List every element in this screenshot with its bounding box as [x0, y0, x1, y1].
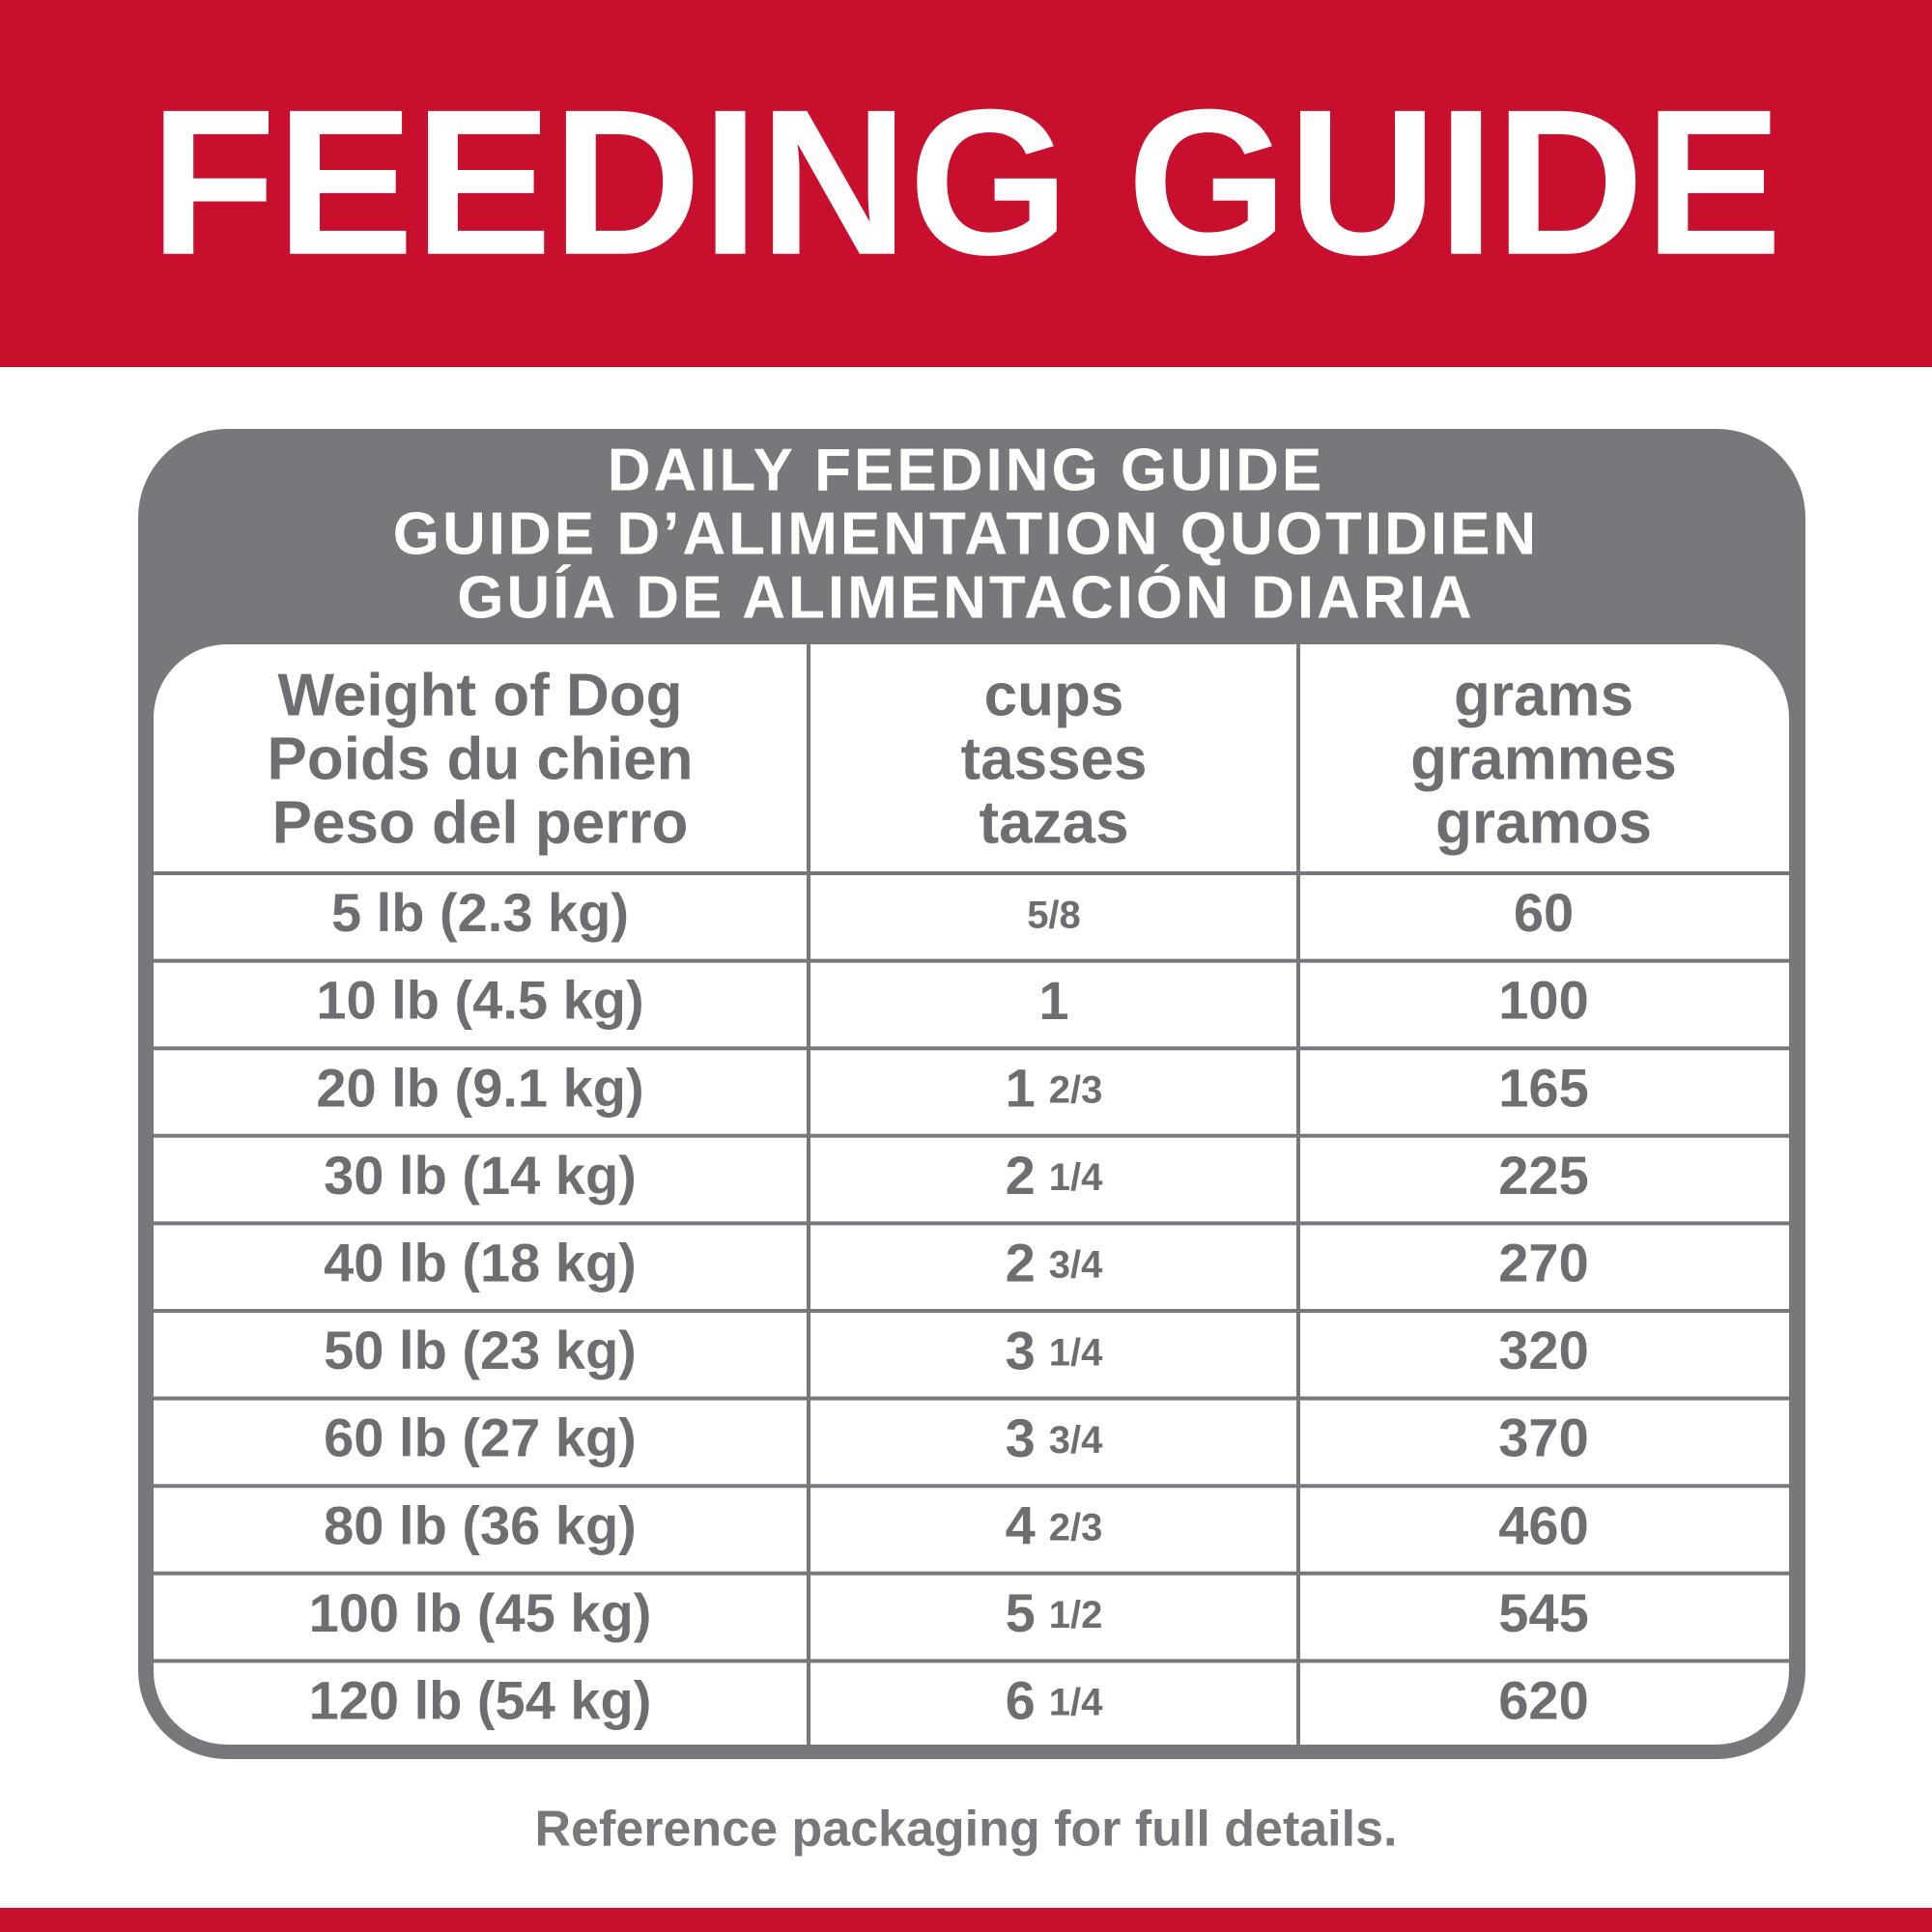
cups-whole: 2: [1006, 1232, 1036, 1293]
cups-cell: 5 1/2: [1006, 1582, 1103, 1643]
column-header: tasses: [960, 725, 1147, 792]
footer-band: [0, 1908, 1932, 1932]
grams-cell: 460: [1498, 1494, 1588, 1555]
cups-fraction: 2/3: [1049, 1068, 1103, 1111]
column-header: Poids du chien: [268, 725, 694, 792]
cups-whole: 1: [1038, 970, 1068, 1031]
cups-cell: 5/8: [1027, 894, 1081, 936]
column-header: grams: [1454, 662, 1634, 728]
column-header: tazas: [979, 789, 1128, 856]
cups-whole: 4: [1006, 1494, 1036, 1555]
cups-cell: 2 1/4: [1006, 1145, 1104, 1206]
weight-cell: 100 lb (45 kg): [309, 1582, 652, 1643]
weight-cell: 20 lb (9.1 kg): [316, 1057, 643, 1118]
cups-whole: 3: [1006, 1320, 1036, 1380]
cups-whole: 1: [1006, 1057, 1036, 1118]
grams-cell: 165: [1498, 1057, 1588, 1118]
cups-whole: 6: [1006, 1669, 1036, 1730]
cups-whole: 5: [1006, 1582, 1036, 1643]
grams-cell: 545: [1498, 1582, 1588, 1643]
column-header: Weight of Dog: [278, 662, 683, 728]
header-band: [0, 0, 1932, 367]
table-title: DAILY FEEDING GUIDE: [608, 437, 1325, 503]
cups-cell: 1 2/3: [1006, 1057, 1103, 1118]
grams-cell: 225: [1498, 1145, 1588, 1206]
cups-cell: 2 3/4: [1006, 1232, 1104, 1293]
cups-cell: 3 3/4: [1006, 1407, 1104, 1468]
cups-fraction: 5/8: [1027, 894, 1081, 936]
weight-cell: 60 lb (27 kg): [324, 1407, 637, 1468]
footer-note: Reference packaging for full details.: [535, 1802, 1398, 1858]
grams-cell: 370: [1498, 1407, 1588, 1468]
cups-cell: 1: [1038, 970, 1068, 1031]
cups-fraction: 3/4: [1049, 1243, 1103, 1286]
table-title: GUIDE D’ALIMENTATION QUOTIDIEN: [393, 500, 1539, 567]
column-header: Peso del perro: [272, 789, 689, 856]
weight-cell: 10 lb (4.5 kg): [316, 970, 643, 1031]
cups-fraction: 2/3: [1049, 1506, 1103, 1548]
header-title: FEEDING GUIDE: [150, 66, 1782, 298]
cups-whole: 2: [1006, 1145, 1036, 1206]
cups-fraction: 1/4: [1049, 1156, 1103, 1199]
cups-fraction: 1/4: [1049, 1331, 1103, 1374]
column-header: gramos: [1435, 789, 1652, 856]
cups-cell: 6 1/4: [1006, 1669, 1104, 1730]
weight-cell: 30 lb (14 kg): [324, 1145, 637, 1206]
grams-cell: 270: [1498, 1232, 1588, 1293]
weight-cell: 5 lb (2.3 kg): [331, 882, 629, 943]
cups-fraction: 1/2: [1049, 1594, 1103, 1636]
cups-cell: 3 1/4: [1006, 1320, 1104, 1380]
grams-cell: 320: [1498, 1320, 1588, 1380]
grams-cell: 620: [1498, 1669, 1588, 1730]
cups-fraction: 3/4: [1049, 1418, 1103, 1461]
table-title: GUÍA DE ALIMENTACIÓN DIARIA: [457, 564, 1474, 631]
column-header: cups: [984, 662, 1124, 728]
weight-cell: 120 lb (54 kg): [309, 1669, 652, 1730]
weight-cell: 80 lb (36 kg): [324, 1494, 637, 1555]
cups-fraction: 1/4: [1049, 1681, 1103, 1723]
weight-cell: 40 lb (18 kg): [324, 1232, 637, 1293]
grams-cell: 60: [1514, 882, 1574, 943]
column-header: grammes: [1410, 725, 1677, 792]
grams-cell: 100: [1498, 970, 1588, 1031]
cups-cell: 4 2/3: [1006, 1494, 1103, 1555]
cups-whole: 3: [1006, 1407, 1036, 1468]
table-body: [154, 644, 1789, 1745]
weight-cell: 50 lb (23 kg): [324, 1320, 637, 1380]
